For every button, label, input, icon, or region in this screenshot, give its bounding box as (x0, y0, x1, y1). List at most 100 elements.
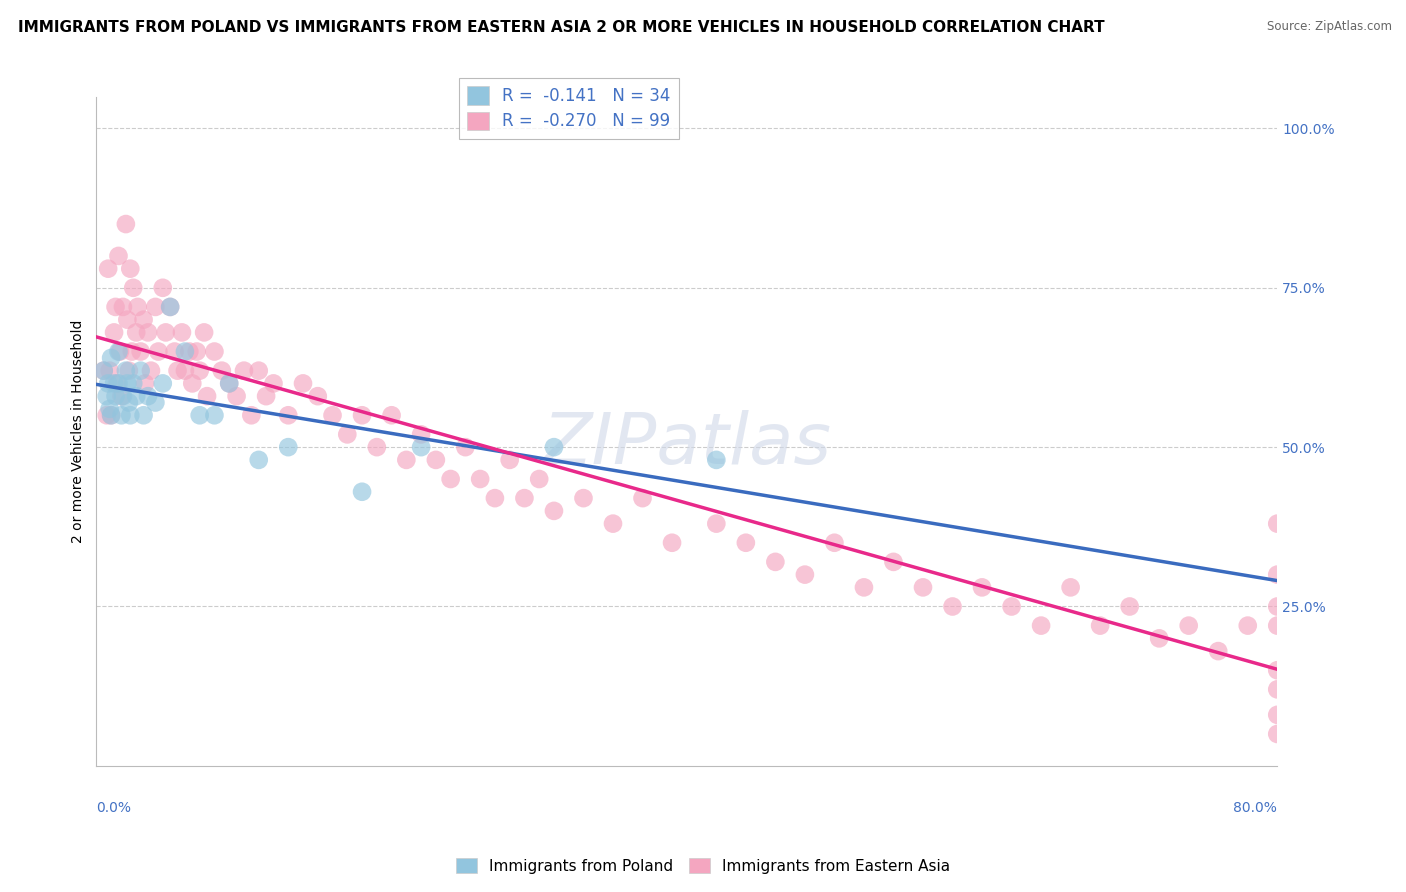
Point (1265, 516, 1288, 531)
Point (225, 389, 247, 403)
Point (103, 376, 125, 391)
Point (277, 440, 299, 454)
Point (763, 555, 786, 569)
Point (411, 427, 433, 442)
Point (129, 364, 152, 378)
Point (97, 376, 120, 391)
Point (1029, 618, 1052, 632)
Point (336, 427, 359, 442)
Legend: R =  -0.141   N = 34, R =  -0.270   N = 99: R = -0.141 N = 34, R = -0.270 N = 99 (458, 78, 679, 139)
Point (1265, 567, 1288, 582)
Point (108, 344, 131, 359)
Point (454, 440, 477, 454)
Point (188, 364, 211, 378)
Point (98, 401, 121, 416)
Point (166, 364, 188, 378)
Point (193, 326, 215, 340)
Point (307, 389, 329, 403)
Point (527, 472, 550, 486)
Point (115, 217, 138, 231)
Point (882, 555, 904, 569)
Point (204, 409, 226, 423)
Point (174, 344, 197, 359)
Point (110, 389, 132, 403)
Text: ZIPatlas: ZIPatlas (543, 410, 831, 479)
Point (1000, 599, 1022, 614)
Point (105, 376, 128, 391)
Point (145, 395, 167, 409)
Point (100, 409, 122, 423)
Point (498, 453, 520, 467)
Point (132, 312, 155, 326)
Point (152, 376, 174, 391)
Point (104, 300, 127, 314)
Point (159, 300, 181, 314)
Point (125, 389, 148, 403)
Point (395, 453, 418, 467)
Text: IMMIGRANTS FROM POLAND VS IMMIGRANTS FROM EASTERN ASIA 2 OR MORE VEHICLES IN HOU: IMMIGRANTS FROM POLAND VS IMMIGRANTS FRO… (18, 20, 1105, 35)
Point (1147, 632, 1170, 646)
Point (661, 535, 683, 549)
Point (1265, 599, 1288, 614)
Point (115, 364, 138, 378)
Point (122, 376, 145, 391)
Point (233, 364, 256, 378)
Text: 0.0%: 0.0% (97, 800, 131, 814)
Point (103, 326, 125, 340)
Point (117, 312, 139, 326)
Y-axis label: 2 or more Vehicles in Household: 2 or more Vehicles in Household (72, 319, 86, 543)
Point (204, 344, 226, 359)
Point (1236, 618, 1258, 632)
Point (110, 409, 132, 423)
Point (425, 453, 447, 467)
Point (704, 516, 727, 531)
Point (572, 491, 595, 505)
Point (1265, 707, 1288, 722)
Point (163, 344, 186, 359)
Point (911, 580, 934, 594)
Point (411, 440, 433, 454)
Point (218, 376, 240, 391)
Point (159, 300, 181, 314)
Point (139, 364, 162, 378)
Point (129, 344, 152, 359)
Point (125, 326, 148, 340)
Point (254, 389, 277, 403)
Point (136, 326, 159, 340)
Point (111, 300, 134, 314)
Point (188, 409, 211, 423)
Point (1059, 580, 1081, 594)
Point (381, 409, 404, 423)
Point (602, 516, 624, 531)
Point (970, 580, 993, 594)
Point (96, 409, 118, 423)
Point (100, 409, 122, 423)
Point (1265, 663, 1288, 677)
Point (174, 364, 197, 378)
Point (793, 567, 815, 582)
Point (631, 491, 654, 505)
Point (1118, 599, 1140, 614)
Point (734, 535, 756, 549)
Point (117, 376, 139, 391)
Point (322, 409, 344, 423)
Point (111, 389, 134, 403)
Point (277, 409, 299, 423)
Point (134, 376, 156, 391)
Point (170, 326, 193, 340)
Point (247, 453, 270, 467)
Point (100, 351, 122, 365)
Point (1265, 727, 1288, 741)
Point (247, 364, 270, 378)
Point (1206, 644, 1229, 658)
Point (543, 440, 565, 454)
Text: Source: ZipAtlas.com: Source: ZipAtlas.com (1267, 20, 1392, 33)
Point (97, 261, 120, 276)
Point (179, 344, 201, 359)
Point (104, 389, 127, 403)
Point (121, 344, 143, 359)
Point (118, 395, 141, 409)
Point (211, 364, 233, 378)
Point (122, 281, 145, 295)
Point (543, 504, 565, 518)
